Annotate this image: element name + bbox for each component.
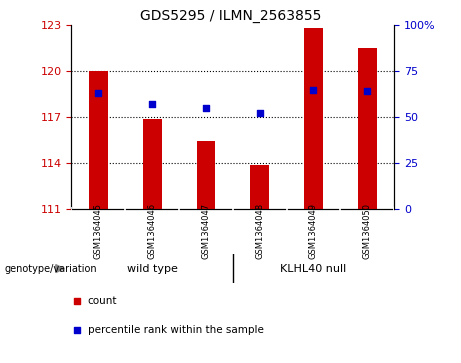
Bar [250,165,269,209]
Point [73,298,81,304]
Point [73,327,81,333]
Text: percentile rank within the sample: percentile rank within the sample [88,325,264,335]
Text: GSM1364048: GSM1364048 [255,203,264,258]
Text: GSM1364046: GSM1364046 [148,203,157,258]
Point [256,110,263,116]
Text: GSM1364045: GSM1364045 [94,203,103,258]
Text: count: count [88,296,117,306]
Point [310,87,317,93]
Bar [143,119,161,209]
Point [148,101,156,107]
Text: GSM1364049: GSM1364049 [309,203,318,258]
Text: KLHL40 null: KLHL40 null [280,264,347,274]
Text: GSM1364050: GSM1364050 [363,203,372,258]
Point [202,105,210,111]
Text: GDS5295 / ILMN_2563855: GDS5295 / ILMN_2563855 [140,9,321,23]
Bar [89,71,108,209]
Point [95,90,102,96]
Bar [358,48,377,209]
Text: GSM1364047: GSM1364047 [201,203,210,258]
Text: genotype/variation: genotype/variation [5,264,97,274]
Text: wild type: wild type [127,264,177,274]
Polygon shape [56,265,64,273]
Bar [304,28,323,209]
Point [364,89,371,94]
Bar [196,141,215,209]
